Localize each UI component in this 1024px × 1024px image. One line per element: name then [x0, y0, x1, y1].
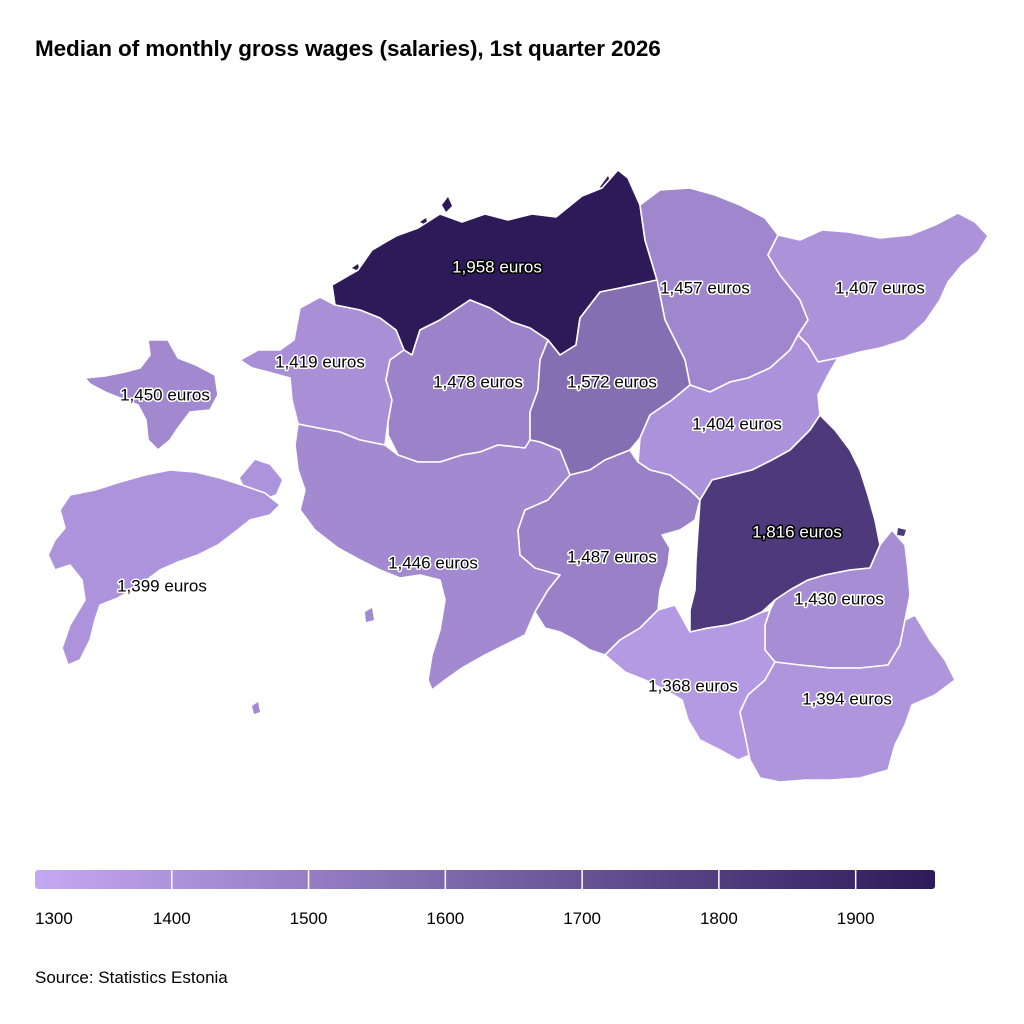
region-value-label: 1,419 euros [275, 352, 365, 371]
source-note: Source: Statistics Estonia [35, 968, 228, 987]
region-value-label: 1,407 euros [835, 278, 925, 297]
region-value-label: 1,487 euros [567, 547, 657, 566]
region-value-label: 1,816 euros [752, 522, 842, 541]
islet-shape [442, 197, 452, 212]
islet-shape [365, 608, 374, 622]
region-value-label: 1,368 euros [648, 676, 738, 695]
labels-layer: 1,958 euros 1,457 euros 1,407 euros 1,419 e… [116, 256, 927, 710]
region-value-label: 1,478 euros [433, 372, 523, 391]
regions-layer [47, 169, 989, 783]
region-hiiu[interactable] [84, 339, 219, 451]
map-title: Median of monthly gross wages (salaries)… [35, 36, 661, 61]
region-value-label: 1,394 euros [802, 689, 892, 708]
islet-shape [897, 528, 906, 536]
region-ida-viru[interactable] [767, 212, 989, 363]
region-voru[interactable] [739, 614, 956, 783]
region-value-label: 1,404 euros [692, 414, 782, 433]
region-value-label: 1,399 euros [117, 576, 207, 595]
region-value-label: 1,457 euros [660, 278, 750, 297]
region-saare[interactable] [47, 469, 281, 666]
region-value-label: 1,958 euros [452, 257, 542, 276]
region-value-label: 1,446 euros [388, 553, 478, 572]
region-value-label: 1,450 euros [120, 385, 210, 404]
region-value-label: 1,572 euros [567, 372, 657, 391]
islet-shape [252, 702, 260, 714]
region-value-label: 1,430 euros [794, 589, 884, 608]
